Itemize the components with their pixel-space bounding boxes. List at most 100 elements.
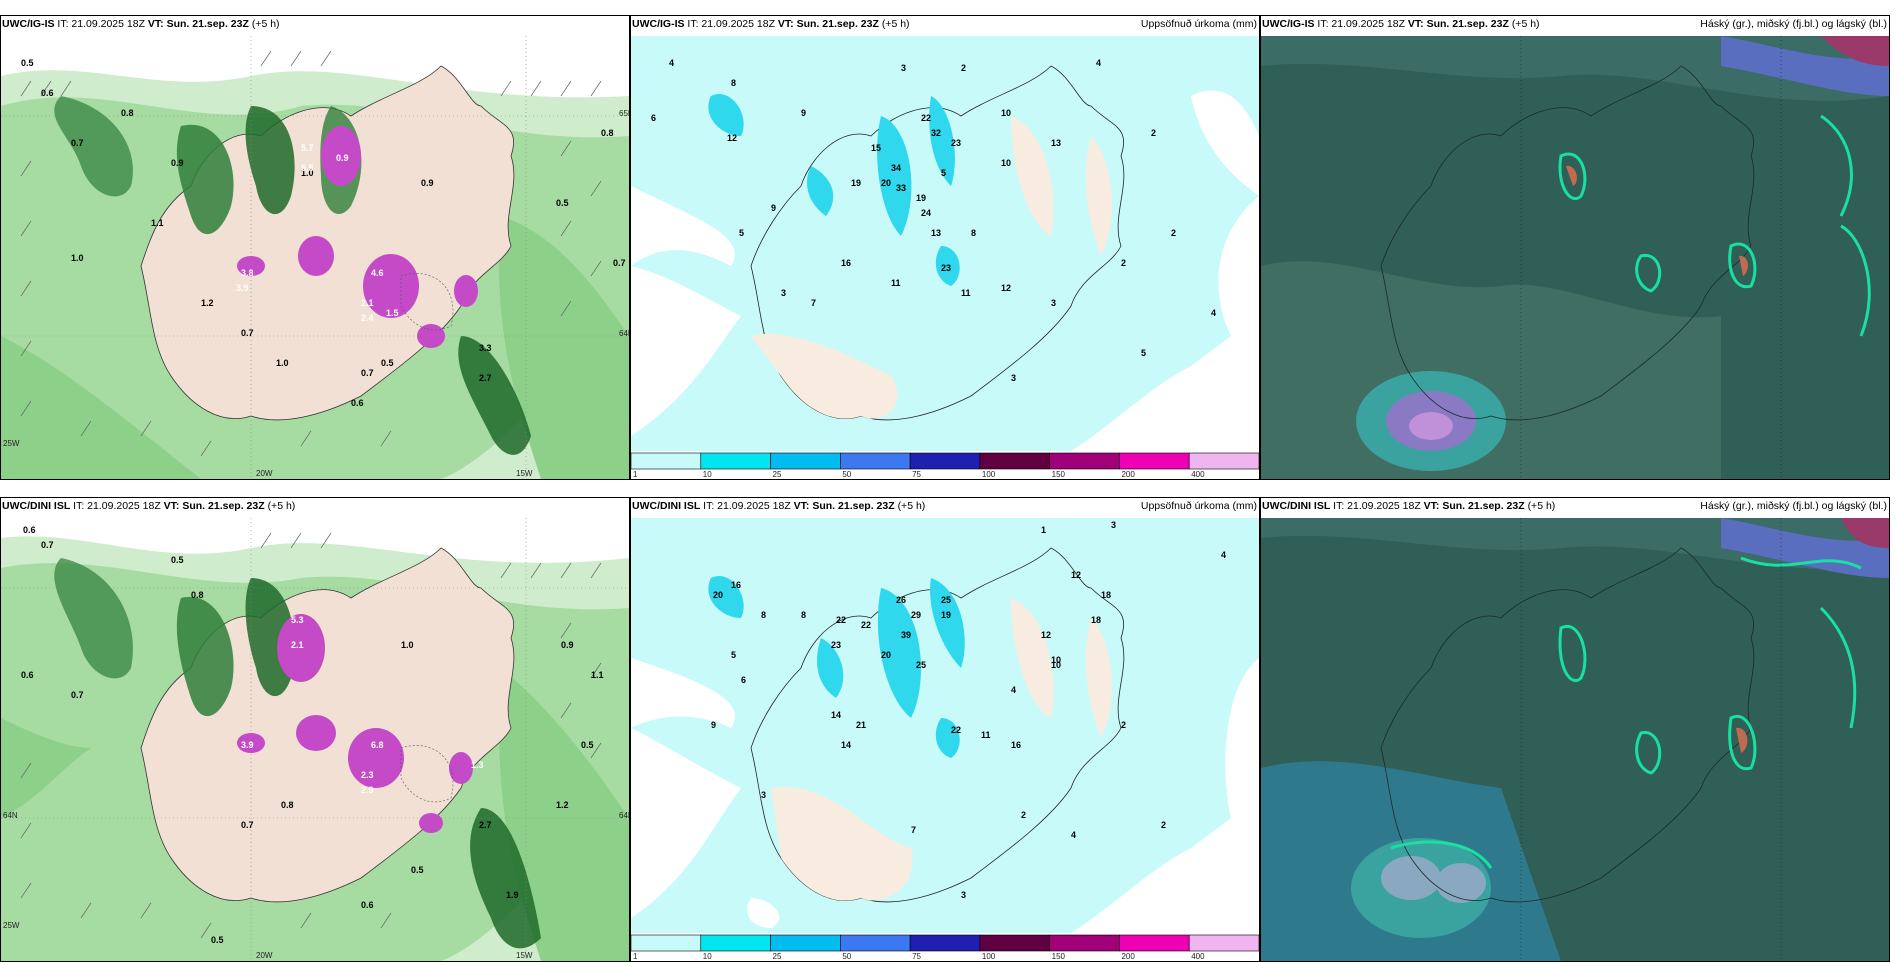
precip-value: 20 [713,590,723,600]
wind-value: 0.7 [241,820,254,830]
colorbar-segment [770,452,841,470]
wind-value: 6.8 [371,740,384,750]
precip-value: 23 [951,138,961,148]
map-panel-clouds-bottom: UWC/DINI ISL IT: 21.09.2025 18Z VT: Sun.… [1260,497,1890,962]
lead-time: (+5 h) [897,500,926,512]
panel-variable-title: Háský (gr.), miðský (fj.bl.) og lágský (… [1700,500,1887,512]
precip-value: 4 [1011,685,1016,695]
wind-value: 0.9 [336,153,349,163]
colorbar-segment [770,934,841,952]
wind-value: 3.9 [241,740,254,750]
precip-value: 12 [1071,570,1081,580]
precip-value: 3 [1051,298,1056,308]
colorbar: 1 10 25 50 75 100 150 200 400 [631,452,1259,479]
wind-value: 5.7 [301,143,314,153]
valid-time-label: VT: [147,18,164,30]
wind-value: 0.7 [71,690,84,700]
wind-value: 1.0 [301,168,314,178]
wind-value: 0.6 [361,900,374,910]
lon-label: 20W [256,951,273,960]
wind-value: 0.5 [211,935,224,945]
colorbar-tick-label: 200 [1121,470,1135,479]
wind-value: 1.1 [591,670,604,680]
init-time: IT: 21.09.2025 18Z [73,500,161,512]
colorbar-segment [909,934,981,952]
map-area: 0.5 0.6 0.7 0.8 0.9 1.0 1.1 1.2 0.7 0.6 … [1,36,629,479]
precip-value: 10 [1001,158,1011,168]
precip-value: 9 [801,108,806,118]
precip-value: 4 [1071,830,1076,840]
wind-value: 2.1 [291,640,304,650]
precip-value: 3 [761,790,766,800]
wind-map-svg: 0.6 0.7 0.5 0.8 0.9 1.1 0.7 0.6 0.5 1.2 … [1,518,629,961]
colorbar-segment [1119,934,1190,952]
precip-value: 25 [941,595,951,605]
map-area [1261,36,1889,479]
map-area [1261,518,1889,961]
precip-value: 2 [1161,820,1166,830]
colorbar-segment [979,452,1050,470]
panel-header: UWC/DINI ISL IT: 21.09.2025 18Z VT: Sun.… [632,500,1257,518]
precip-value: 3 [961,890,966,900]
colorbar-segment [700,934,771,952]
wind-value: 1.3 [471,760,484,770]
precip-value: 16 [1011,740,1021,750]
precip-value: 12 [1041,630,1051,640]
precip-value: 22 [861,620,871,630]
panel-header: UWC/DINI ISL IT: 21.09.2025 18Z VT: Sun.… [1262,500,1887,518]
precip-value: 9 [771,203,776,213]
lat-label: 64N [619,811,629,820]
precip-value: 8 [801,610,806,620]
precip-value: 14 [841,740,851,750]
lat-label: 64N [619,329,629,338]
precip-value: 4 [1211,308,1216,318]
colorbar-tick-label: 150 [1052,952,1066,961]
panel-variable-title: Háský (gr.), miðský (fj.bl.) og lágský (… [1700,18,1887,30]
wind-barbs [20,50,602,457]
precip-value: 4 [1221,550,1226,560]
wind-value: 0.8 [281,800,294,810]
wind-value: 2.1 [361,298,374,308]
wind-map-svg: 0.5 0.6 0.7 0.8 0.9 1.0 1.1 1.2 0.7 0.6 … [1,36,629,479]
wind-value: 0.6 [23,525,36,535]
wind-value: 0.9 [171,158,184,168]
wind-value: 0.6 [41,88,54,98]
precip-value: 22 [951,725,961,735]
precip-value: 19 [851,178,861,188]
colorbar-tick-label: 1 [633,470,638,479]
precip-value: 6 [741,675,746,685]
wind-value: 0.8 [121,108,134,118]
map-panel-wind-bottom: UWC/DINI ISL IT: 21.09.2025 18Z VT: Sun.… [0,497,630,962]
precip-value: 11 [961,288,971,298]
wind-value: 2.9 [361,785,374,795]
wind-value: 2.7 [479,373,492,383]
wind-value: 1.1 [151,218,164,228]
wind-value: 0.8 [601,128,614,138]
init-time: IT: 21.09.2025 18Z [1317,18,1405,30]
init-time: IT: 21.09.2025 18Z [703,500,791,512]
precip-value: 8 [761,610,766,620]
precip-value: 11 [891,278,901,288]
precip-value: 39 [901,630,911,640]
colorbar-tick-label: 100 [982,470,996,479]
precip-value: 23 [941,263,951,273]
valid-time-label: VT: [793,500,810,512]
model-name: UWC/IG-IS [1262,18,1315,30]
valid-time-label: VT: [163,500,180,512]
colorbar-tick-label: 75 [912,952,921,961]
precip-value: 29 [911,610,921,620]
precip-value: 5 [1141,348,1146,358]
map-panel-clouds-top: UWC/IG-IS IT: 21.09.2025 18Z VT: Sun. 21… [1260,15,1890,480]
colorbar-tick-label: 10 [703,952,712,961]
precip-value: 2 [1121,720,1126,730]
colorbar-tick-label: 1 [633,952,638,961]
wind-value: 0.7 [71,138,84,148]
lon-label: 15W [516,951,533,960]
precip-value: 33 [896,183,906,193]
wind-value: 0.5 [556,198,569,208]
model-name: UWC/IG-IS [632,18,685,30]
lead-time: (+5 h) [881,18,910,30]
colorbar-segment [979,934,1050,952]
init-time: IT: 21.09.2025 18Z [687,18,775,30]
lead-time: (+5 h) [1511,18,1540,30]
